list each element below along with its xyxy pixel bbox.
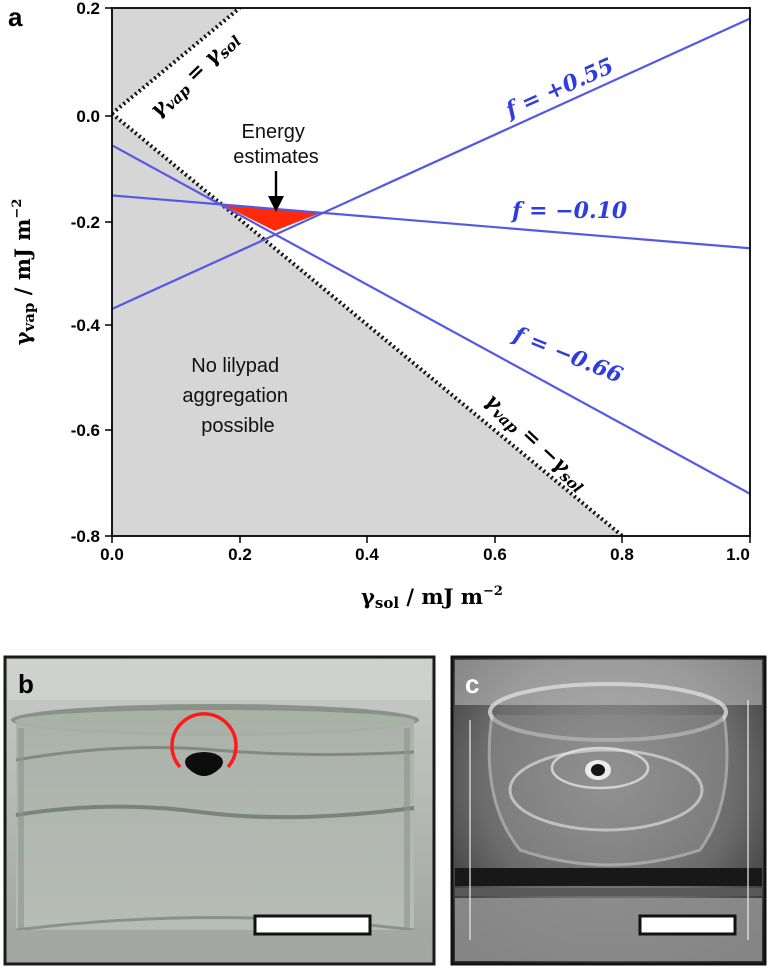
x-tick-label: 0.8 [610, 545, 634, 564]
plot-frame [111, 7, 751, 537]
y-tick-label: -0.6 [71, 421, 100, 440]
x-tick-label: 0.4 [355, 545, 379, 564]
energy-estimates-arrowhead [268, 196, 284, 212]
y-axis: 0.2 0.0 -0.2 -0.4 -0.6 -0.8 [71, 0, 112, 546]
y-tick-label: -0.4 [71, 316, 101, 335]
boundary-line-negative [112, 112, 624, 536]
x-tick-label: 0.6 [483, 545, 507, 564]
y-tick-label: 0.0 [76, 107, 100, 126]
y-tick-label: 0.2 [76, 0, 100, 18]
x-axis-title: γsol / mJ m−2 [361, 584, 503, 612]
x-axis: 0.0 0.2 0.4 0.6 0.8 1.0 [100, 536, 751, 564]
y-tick-label: -0.2 [71, 213, 100, 232]
series-line-f-neg [112, 144, 750, 495]
series-line-f-pos [112, 17, 750, 310]
panel-label-a: a [8, 2, 23, 32]
series-label-f-pos: f = +0.55 [500, 53, 618, 124]
photo-panel-b [3, 655, 436, 966]
photo-panel-c [450, 655, 767, 966]
series-label-f-mid: f = −0.10 [510, 198, 628, 224]
scale-bar-c [638, 914, 737, 936]
panel-label-b: b [18, 669, 34, 699]
no-aggregation-label: No lilypad aggregation possible [182, 355, 293, 437]
panel-label-c: c [465, 669, 479, 699]
y-tick-label: -0.8 [71, 527, 100, 546]
droplet-highlight-circle [170, 712, 238, 769]
scale-bar-b [253, 914, 372, 936]
x-tick-label: 1.0 [726, 545, 750, 564]
x-tick-label: 0.0 [100, 545, 124, 564]
energy-estimates-label: Energy estimates [233, 121, 319, 168]
y-axis-title: γvap / mJ m−2 [10, 199, 38, 346]
series-label-f-neg: f = −0.66 [508, 321, 626, 389]
infeasible-region [112, 8, 623, 536]
x-tick-label: 0.2 [228, 545, 252, 564]
